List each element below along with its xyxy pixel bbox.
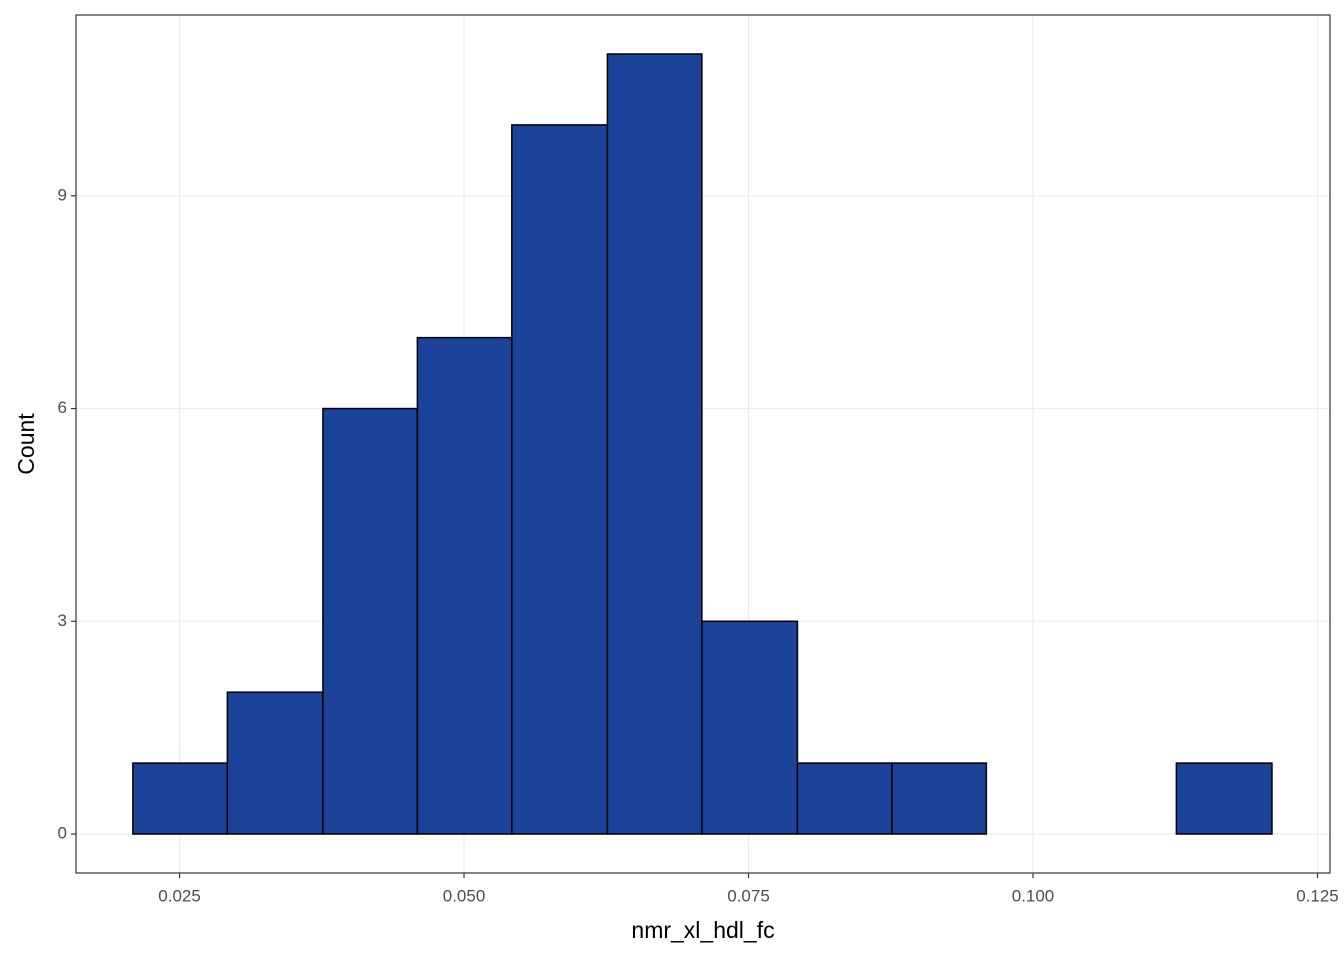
x-tick-label: 0.100: [1012, 886, 1055, 905]
bar: [322, 407, 419, 835]
bar: [701, 620, 799, 835]
y-tick-label: 0: [58, 823, 67, 842]
x-tick-label: 0.125: [1296, 886, 1339, 905]
bar: [132, 762, 229, 835]
bar: [226, 691, 324, 835]
y-tick-label: 3: [58, 611, 67, 630]
x-tick-label: 0.050: [443, 886, 486, 905]
x-tick-label: 0.075: [727, 886, 770, 905]
bar: [416, 336, 513, 835]
y-tick-label: 9: [58, 185, 67, 204]
x-axis-title: nmr_xl_hdl_fc: [631, 917, 774, 943]
y-tick-label: 6: [58, 398, 67, 417]
y-axis-title: Count: [13, 413, 39, 475]
x-tick-label: 0.025: [158, 886, 201, 905]
bar: [891, 762, 988, 835]
bar: [1175, 762, 1273, 835]
bar: [511, 124, 609, 835]
bar: [796, 762, 893, 835]
bar: [606, 53, 703, 835]
panel-border: [75, 14, 1331, 874]
